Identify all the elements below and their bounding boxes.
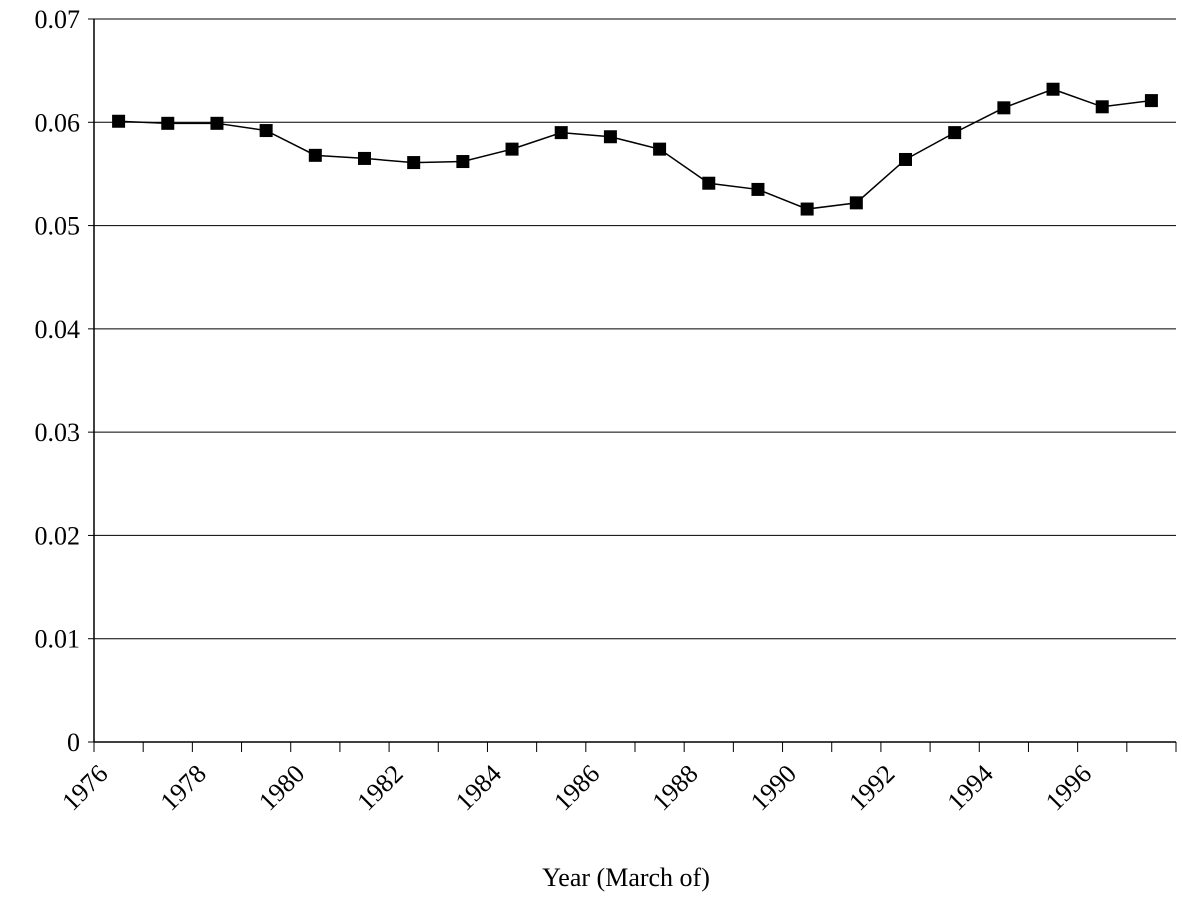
marker	[899, 152, 912, 166]
marker	[308, 148, 322, 162]
marker	[603, 130, 617, 144]
x-tick-label: 1976	[56, 759, 113, 816]
marker	[1095, 100, 1109, 114]
marker	[259, 124, 273, 138]
marker	[161, 116, 175, 130]
marker	[554, 126, 568, 140]
y-tick-label: 0.03	[35, 418, 81, 447]
marker	[702, 176, 716, 190]
x-tick-label: 1982	[351, 759, 408, 816]
marker	[210, 116, 224, 130]
y-tick-label: 0.04	[35, 315, 81, 344]
x-tick-label: 1986	[548, 759, 605, 816]
x-tick-label: 1994	[942, 759, 999, 816]
marker	[112, 114, 126, 128]
marker	[751, 182, 765, 196]
y-tick-label: 0.05	[35, 212, 81, 241]
x-tick-label: 1992	[843, 759, 900, 816]
x-tick-label: 1984	[450, 759, 507, 816]
marker	[407, 156, 421, 170]
marker	[505, 142, 519, 156]
marker	[1144, 94, 1158, 108]
marker	[456, 155, 470, 169]
marker	[653, 142, 667, 156]
y-tick-label: 0.06	[35, 108, 81, 137]
marker	[800, 202, 814, 216]
y-tick-label: 0	[67, 728, 80, 757]
x-tick-label: 1988	[646, 759, 703, 816]
marker	[849, 196, 863, 210]
x-tick-label: 1996	[1040, 759, 1097, 816]
line	[118, 88, 1152, 210]
y-tick-label: 0.01	[35, 625, 81, 654]
marker	[358, 151, 371, 165]
marker	[948, 126, 962, 140]
x-tick-label: 1990	[745, 759, 802, 816]
x-axis-label: Year (March of)	[542, 863, 710, 892]
y-tick-label: 0.07	[35, 5, 81, 34]
x-tick-label: 1978	[155, 759, 212, 816]
marker	[1046, 82, 1060, 96]
y-tick-label: 0.02	[35, 521, 81, 550]
x-tick-label: 1980	[253, 759, 310, 816]
marker	[997, 101, 1011, 115]
